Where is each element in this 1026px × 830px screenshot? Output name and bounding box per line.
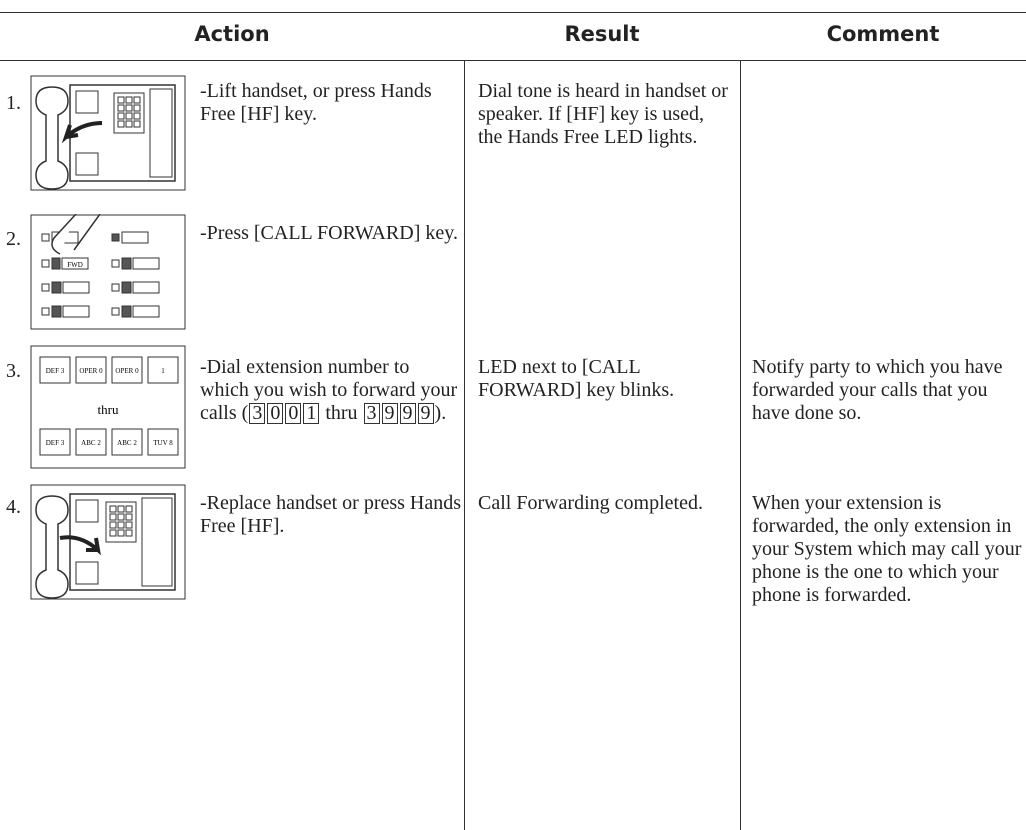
step-number: 3. xyxy=(6,360,21,382)
key-label: DEF 3 xyxy=(46,439,65,447)
header-rule xyxy=(0,60,1026,61)
key-digit: 1 xyxy=(303,403,320,424)
result-text: Call Forwarding completed. xyxy=(478,492,703,514)
step-number: 2. xyxy=(6,228,21,250)
column-rule xyxy=(740,60,741,830)
key-digit: 9 xyxy=(381,403,398,424)
action-text: -Replace handset or press Hands Free [HF… xyxy=(200,492,462,537)
key-digit: 0 xyxy=(267,403,284,424)
step-number: 4. xyxy=(6,496,21,518)
result-text: LED next to [CALL FORWARD] key blinks. xyxy=(478,356,675,401)
illustration: FWD xyxy=(30,214,186,330)
comment-text: Notify party to which you have forwarded… xyxy=(752,356,1003,424)
top-rule xyxy=(0,12,1026,13)
step-number: 1. xyxy=(6,92,21,114)
key xyxy=(147,428,179,456)
key-label: 1 xyxy=(161,367,165,375)
key-label: DEF 3 xyxy=(46,367,65,375)
key-digit: 9 xyxy=(399,403,416,424)
key-digit: 3 xyxy=(363,403,380,424)
key-label: TUV 8 xyxy=(153,439,173,447)
key-digit: 0 xyxy=(285,403,302,424)
illustration xyxy=(30,75,186,191)
result-text: Dial tone is heard in handset or speaker… xyxy=(478,80,728,148)
key xyxy=(75,428,107,456)
key-digit: 3 xyxy=(249,403,266,424)
key xyxy=(111,356,143,384)
key-digit: 9 xyxy=(417,403,434,424)
column-header: Result xyxy=(564,22,640,46)
key xyxy=(75,356,107,384)
action-text: -Press [CALL FORWARD] key. xyxy=(200,222,458,244)
key xyxy=(39,356,71,384)
key xyxy=(147,356,179,384)
column-header: Comment xyxy=(826,22,940,46)
key-label: OPER 0 xyxy=(115,367,139,375)
key-label: ABC 2 xyxy=(81,439,101,447)
action-text: -Dial extension number to which you wish… xyxy=(200,356,458,424)
action-text: ). xyxy=(434,402,447,424)
key-label: FWD xyxy=(67,261,83,269)
key-label: OPER 0 xyxy=(79,367,103,375)
key-label: ABC 2 xyxy=(117,439,137,447)
illustration: thru DEF 3 OPER 0 OPER 0 1 DEF 3 ABC 2 ABC 2 TU… xyxy=(30,345,186,469)
action-text: -Lift handset, or press Hands Free [HF] … xyxy=(200,80,432,125)
column-header: Action xyxy=(194,22,270,46)
illustration xyxy=(30,484,186,600)
action-text: thru xyxy=(325,402,358,424)
column-rule xyxy=(464,60,465,830)
action-text: -Dial extension number to which you wish… xyxy=(200,356,462,425)
illustration-label: thru xyxy=(98,402,119,417)
comment-text: When your extension is forwarded, the on… xyxy=(752,492,1022,606)
key xyxy=(39,428,71,456)
key xyxy=(111,428,143,456)
